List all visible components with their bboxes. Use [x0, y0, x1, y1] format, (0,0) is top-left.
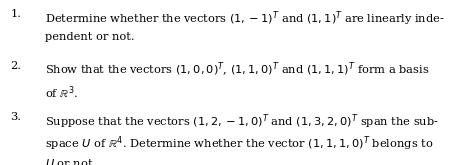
Text: 1.: 1.	[10, 9, 21, 19]
Text: Suppose that the vectors $(1,2,-1,0)^T$ and $(1,3,2,0)^T$ span the sub-: Suppose that the vectors $(1,2,-1,0)^T$ …	[45, 112, 439, 131]
Text: Determine whether the vectors $(1,-1)^T$ and $(1,1)^T$ are linearly inde-: Determine whether the vectors $(1,-1)^T$…	[45, 9, 445, 28]
Text: 2.: 2.	[10, 61, 21, 71]
Text: Show that the vectors $(1,0,0)^T$, $(1,1,0)^T$ and $(1,1,1)^T$ form a basis: Show that the vectors $(1,0,0)^T$, $(1,1…	[45, 61, 429, 79]
Text: of $\mathbb{R}^3$.: of $\mathbb{R}^3$.	[45, 84, 78, 101]
Text: space $U$ of $\mathbb{R}^4$. Determine whether the vector $(1,1,1,0)^T$ belongs : space $U$ of $\mathbb{R}^4$. Determine w…	[45, 134, 433, 153]
Text: pendent or not.: pendent or not.	[45, 32, 135, 42]
Text: 3.: 3.	[10, 112, 21, 122]
Text: $U$ or not.: $U$ or not.	[45, 157, 96, 165]
